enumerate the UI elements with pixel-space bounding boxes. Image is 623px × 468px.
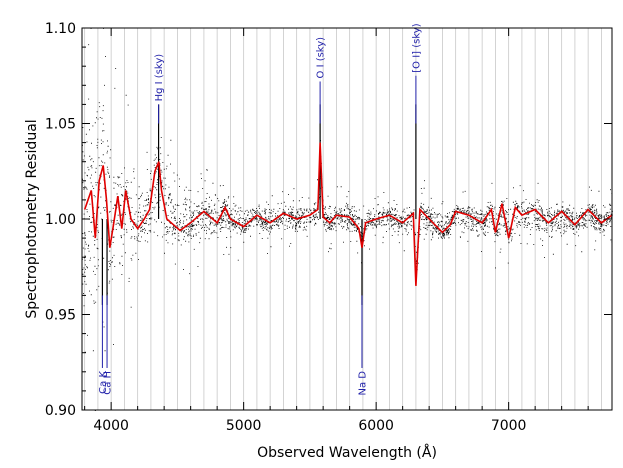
y-tick-label: 0.90 <box>45 403 76 419</box>
annotation-label: Ca H <box>103 371 114 395</box>
residual-scatter <box>82 28 613 411</box>
smoothed-residual-line <box>83 142 613 286</box>
y-tick-label: 0.95 <box>45 308 76 324</box>
annotation-label: Ca K <box>98 371 109 394</box>
annotation-label: Hg I (sky) <box>154 54 165 102</box>
y-tick-label: 1.10 <box>45 21 76 37</box>
annotation-label: Na D <box>357 371 368 396</box>
y-tick-label: 1.00 <box>45 212 76 228</box>
x-tick-label: 6000 <box>358 418 394 434</box>
annotation-label: [O I] (sky) <box>411 23 422 72</box>
line-annotations: Hg I (sky) O I (sky) [O I] (sky) Ca KCa H Na… <box>98 23 422 395</box>
annotation-label: O I (sky) <box>316 37 327 79</box>
axes: 4000 5000 6000 7000 0.90 0.95 1.00 1.05 1.10 <box>45 21 612 434</box>
smoothed-line <box>83 142 613 286</box>
x-tick-label: 4000 <box>93 418 129 434</box>
x-axis-label: Observed Wavelength (Å) <box>257 444 437 461</box>
x-tick-label: 5000 <box>226 418 262 434</box>
y-axis-label: Spectrophotometry Residual <box>24 119 40 318</box>
y-tick-label: 1.05 <box>45 117 76 133</box>
x-tick-label: 7000 <box>491 418 527 434</box>
